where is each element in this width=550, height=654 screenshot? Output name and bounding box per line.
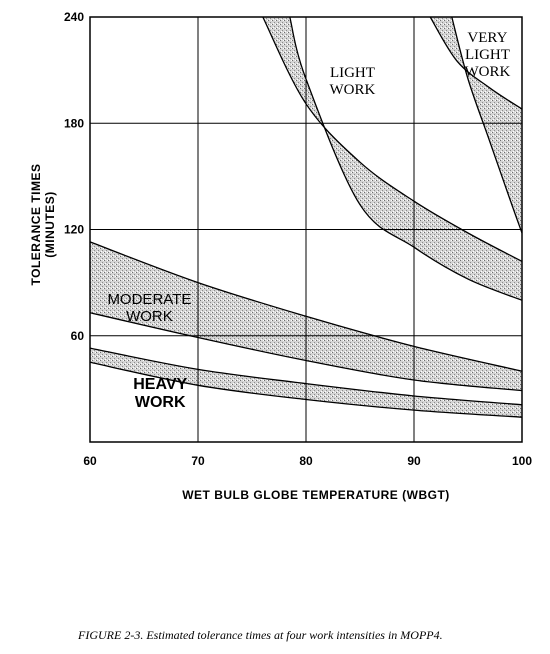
region-label-moderate-work: WORK — [126, 308, 173, 325]
x-tick-70: 70 — [191, 454, 205, 468]
label-layer: HEAVYWORKMODERATEWORKLIGHTWORKVERYLIGHTW… — [107, 30, 510, 411]
tick-layer: 60 70 80 90 100 60 120 180 240 WET BULB GLOBE TEM… — [29, 10, 532, 502]
y-axis-title-line: (MINUTES) — [43, 191, 57, 258]
region-label-heavy-work: HEAVY — [133, 376, 187, 393]
y-tick-180: 180 — [64, 116, 84, 130]
region-label-light-work: LIGHT — [330, 65, 375, 81]
tolerance-chart: 60 70 80 90 100 60 120 180 240 WET BULB GLOBE TEM… — [29, 10, 532, 502]
y-tick-240: 240 — [64, 10, 84, 24]
region-label-moderate-work: MODERATE — [107, 291, 191, 308]
band-upper-curve-very-light-work — [429, 16, 523, 110]
x-tick-90: 90 — [407, 454, 421, 468]
band-lower-curve-light-work — [289, 16, 523, 301]
x-tick-60: 60 — [83, 454, 97, 468]
plot-frame — [89, 16, 523, 443]
y-tick-60: 60 — [71, 329, 85, 343]
region-label-very-light-work: VERY — [467, 30, 507, 46]
x-tick-80: 80 — [299, 454, 313, 468]
grid-layer — [89, 16, 523, 443]
region-label-heavy-work: WORK — [135, 394, 186, 411]
region-label-very-light-work: LIGHT — [465, 47, 510, 63]
y-axis-title-line: TOLERANCE TIMES — [29, 164, 43, 286]
band-very-light-work — [430, 17, 522, 233]
x-tick-100: 100 — [512, 454, 532, 468]
band-upper-curve-light-work — [262, 16, 523, 262]
x-axis-title: WET BULB GLOBE TEMPERATURE (WBGT) — [182, 488, 450, 502]
band-lower-curve-very-light-work — [451, 16, 523, 234]
y-axis-title: TOLERANCE TIMES (MINUTES) — [29, 164, 57, 286]
figure-caption: FIGURE 2-3. Estimated tolerance times at… — [78, 628, 443, 642]
region-label-light-work: WORK — [330, 82, 376, 98]
y-tick-120: 120 — [64, 223, 84, 237]
region-label-very-light-work: WORK — [465, 64, 511, 80]
